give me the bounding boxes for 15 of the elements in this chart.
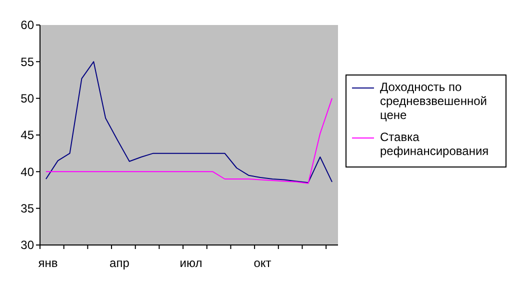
x-tick-label: июл	[180, 256, 202, 270]
y-tick-label: 30	[20, 238, 34, 252]
y-tick-label: 55	[20, 54, 34, 69]
y-tick-label: 60	[20, 18, 34, 32]
legend-label: Доходность по средневзвешенной цене	[380, 80, 487, 122]
y-tick-label: 35	[20, 202, 34, 216]
y-tick-label: 45	[20, 128, 34, 142]
x-tick-label: апр	[110, 256, 130, 270]
x-tick-label: окт	[254, 256, 272, 270]
y-tick-label: 40	[20, 164, 34, 179]
legend-label: Ставка рефинансирования	[380, 130, 489, 158]
x-tick-label: янв	[38, 256, 58, 270]
y-tick-label: 50	[20, 92, 34, 106]
line-series	[45, 61, 333, 184]
line-series	[45, 98, 333, 184]
